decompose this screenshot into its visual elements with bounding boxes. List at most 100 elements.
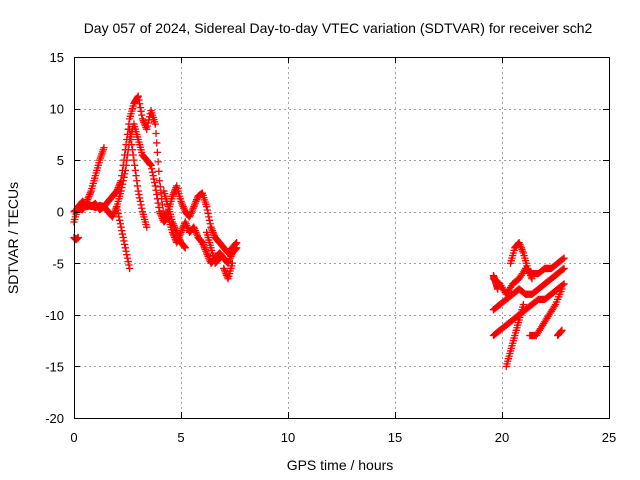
x-tick-label: 10 — [281, 430, 295, 445]
data-point-plus — [155, 167, 163, 175]
data-point-plus — [137, 107, 145, 115]
data-point-plus — [153, 148, 162, 157]
data-point-plus — [126, 130, 135, 139]
data-point-plus — [132, 171, 140, 180]
data-point-plus — [559, 281, 567, 289]
data-point-plus — [123, 156, 131, 164]
data-point-plus — [123, 251, 131, 259]
data-point-plus — [138, 204, 146, 212]
data-point-plus — [144, 119, 152, 127]
plot-frame — [74, 57, 610, 419]
series-group — [70, 92, 241, 283]
data-point-plus — [181, 244, 189, 252]
data-point-plus — [131, 166, 139, 175]
data-point-plus — [134, 187, 142, 195]
x-tick-label: 5 — [177, 430, 184, 445]
data-point-plus — [118, 226, 126, 235]
data-point-plus — [143, 125, 151, 133]
data-point-plus — [155, 177, 164, 185]
data-point-plus — [125, 261, 133, 269]
data-point-plus — [153, 190, 161, 199]
data-point-plus — [148, 165, 156, 173]
data-point-plus — [121, 244, 130, 252]
y-tick-label: -10 — [45, 308, 64, 323]
data-point-plus — [558, 326, 566, 334]
data-point-plus — [215, 254, 224, 262]
data-point-plus — [125, 125, 134, 133]
data-point-plus — [130, 156, 138, 164]
y-tick-label: 15 — [50, 50, 64, 65]
data-point-plus — [155, 203, 163, 212]
data-point-plus — [557, 327, 565, 335]
data-point-plus — [228, 259, 237, 267]
y-tick-label: -20 — [45, 411, 64, 426]
x-tick-label: 20 — [495, 430, 509, 445]
data-point-plus — [116, 216, 124, 224]
data-point-plus — [120, 173, 128, 181]
data-point-plus — [150, 175, 158, 183]
y-tick-label: 0 — [57, 205, 64, 220]
data-point-plus — [559, 265, 567, 273]
data-point-plus — [135, 100, 144, 108]
data-point-plus — [147, 161, 155, 169]
data-point-plus — [205, 213, 213, 221]
data-point-plus — [128, 141, 136, 149]
y-tick-label: 10 — [50, 102, 64, 117]
data-point-plus — [154, 158, 162, 166]
data-point-plus — [122, 247, 130, 255]
data-point-plus — [125, 264, 134, 273]
y-tick-label: 5 — [57, 153, 64, 168]
data-point-plus — [122, 161, 130, 169]
x-tick-label: 0 — [70, 430, 77, 445]
data-point-plus — [180, 243, 189, 251]
data-point-plus — [120, 170, 129, 178]
data-point-plus — [121, 166, 130, 175]
data-point-plus — [203, 202, 211, 211]
data-point-plus — [135, 96, 143, 104]
chart-title: Day 057 of 2024, Sidereal Day-to-day VTE… — [84, 20, 593, 36]
data-point-plus — [528, 275, 536, 283]
data-point-plus — [117, 223, 125, 231]
data-point-plus — [135, 194, 144, 202]
x-tick-label: 25 — [602, 430, 616, 445]
data-point-plus — [148, 168, 157, 176]
data-point-plus — [205, 216, 214, 224]
data-point-plus — [152, 129, 160, 138]
data-point-plus — [134, 92, 142, 100]
data-point-plus — [136, 103, 144, 112]
data-point-plus — [123, 254, 132, 262]
data-point-plus — [127, 135, 135, 144]
data-point-plus — [115, 213, 123, 221]
data-point-plus — [204, 209, 212, 218]
data-point-plus — [113, 202, 121, 211]
data-point-plus — [154, 199, 162, 207]
data-point-plus — [100, 144, 108, 152]
data-point-plus — [143, 223, 151, 231]
data-point-plus — [138, 111, 146, 119]
axis-ticks: 0 5 10 15 20 25 -20 -15 -10 -5 0 5 10 15 — [45, 50, 616, 445]
data-point-plus — [151, 120, 159, 128]
data-point-plus — [560, 264, 568, 273]
data-point-plus — [151, 182, 159, 190]
data-point-plus — [206, 220, 214, 228]
data-point-plus — [149, 171, 157, 180]
data-point-plus — [74, 233, 82, 242]
data-point-plus — [135, 190, 143, 199]
data-point-plus — [143, 122, 152, 130]
x-tick-label: 15 — [388, 430, 402, 445]
data-point-plus — [153, 195, 162, 203]
data-point-plus — [113, 206, 122, 214]
data-point-plus — [119, 177, 127, 185]
data-point-plus — [130, 161, 139, 169]
data-point-plus — [116, 220, 125, 228]
y-tick-label: -15 — [45, 359, 64, 374]
data-point-plus — [118, 183, 126, 192]
data-point-plus — [133, 182, 142, 190]
data-point-plus — [146, 160, 154, 169]
data-point-plus — [153, 139, 161, 147]
data-point-plus — [215, 255, 223, 263]
data-point-plus — [232, 245, 240, 253]
y-axis-title: SDTVAR / TECUs — [5, 182, 21, 294]
